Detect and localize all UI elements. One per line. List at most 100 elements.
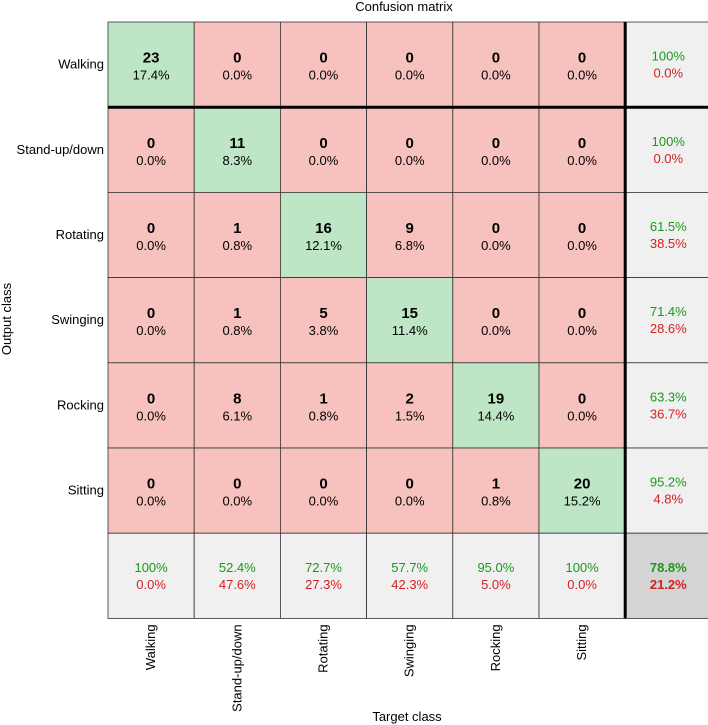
grid-lines xyxy=(108,22,708,619)
cell-count: 0 xyxy=(319,50,327,67)
cell-percent: 0.0% xyxy=(222,494,252,509)
cell-count: 0 xyxy=(406,135,414,152)
cell-count: 0 xyxy=(578,135,586,152)
matrix-cell xyxy=(193,106,281,193)
cell-percent: 0.0% xyxy=(481,68,511,83)
column-summary-correct: 57.7% xyxy=(391,560,428,575)
column-summary-correct: 72.7% xyxy=(305,560,342,575)
row-summary-incorrect: 36.7% xyxy=(650,406,687,421)
matrix-cell xyxy=(279,21,367,108)
matrix-cell xyxy=(452,21,540,108)
cell-count: 0 xyxy=(147,476,155,493)
matrix-cell xyxy=(193,277,281,364)
cell-percent: 0.0% xyxy=(309,494,339,509)
row-summary-cell xyxy=(624,362,708,449)
cell-count: 8 xyxy=(233,390,241,407)
cell-count: 0 xyxy=(147,135,155,152)
column-summary-correct: 100% xyxy=(134,560,168,575)
matrix-cell xyxy=(538,447,626,534)
cell-percent: 0.0% xyxy=(481,238,511,253)
cell-count: 15 xyxy=(401,305,418,322)
column-summary-cell xyxy=(107,532,195,619)
cell-percent: 0.0% xyxy=(309,153,339,168)
cell-count: 0 xyxy=(406,50,414,67)
matrix-cell xyxy=(366,277,454,364)
matrix-cell xyxy=(366,106,454,193)
x-tick-label: Walking xyxy=(143,624,158,670)
cell-count: 0 xyxy=(492,220,500,237)
cell-percent: 6.8% xyxy=(395,238,425,253)
row-summary-cell xyxy=(624,447,708,534)
cell-percent: 0.0% xyxy=(395,153,425,168)
cell-count: 0 xyxy=(147,305,155,322)
cell-percent: 0.0% xyxy=(136,238,166,253)
cell-count: 9 xyxy=(406,220,414,237)
row-summary-cell xyxy=(624,106,708,193)
overall-correct: 78.8% xyxy=(650,560,687,575)
matrix-cell xyxy=(193,191,281,278)
cell-count: 0 xyxy=(319,135,327,152)
cell-percent: 0.8% xyxy=(481,494,511,509)
cell-percent: 0.0% xyxy=(567,68,597,83)
cell-count: 0 xyxy=(406,476,414,493)
matrix-cell xyxy=(538,21,626,108)
y-tick-label: Rotating xyxy=(56,227,104,242)
y-tick-label: Walking xyxy=(58,57,104,72)
cell-percent: 0.0% xyxy=(395,494,425,509)
cell-count: 16 xyxy=(315,220,332,237)
matrix-cell xyxy=(452,362,540,449)
matrix-cell xyxy=(366,191,454,278)
cell-percent: 0.0% xyxy=(567,323,597,338)
cell-count: 0 xyxy=(578,305,586,322)
cell-percent: 0.8% xyxy=(309,408,339,423)
column-summary-incorrect: 0.0% xyxy=(136,577,166,592)
cell-percent: 0.0% xyxy=(136,323,166,338)
matrix-cell xyxy=(366,21,454,108)
cell-percent: 0.8% xyxy=(222,238,252,253)
cell-percent: 17.4% xyxy=(133,68,170,83)
matrix-cell xyxy=(107,277,195,364)
row-summary-cell xyxy=(624,277,708,364)
row-summary-cell xyxy=(624,21,708,108)
cell-count: 20 xyxy=(574,476,591,493)
matrix-cell xyxy=(107,362,195,449)
overall-accuracy-cell xyxy=(624,532,708,619)
row-summary-incorrect: 38.5% xyxy=(650,236,687,251)
cell-percent: 14.4% xyxy=(477,408,514,423)
matrix-cell xyxy=(279,191,367,278)
cell-percent: 0.0% xyxy=(481,323,511,338)
tick-labels: Walking Stand-up/down Rotating Swinging Rock… xyxy=(17,57,590,712)
row-summary-incorrect: 28.6% xyxy=(650,321,687,336)
column-summary-correct: 100% xyxy=(565,560,599,575)
matrix-cells: 2317.4%00.0%00.0%00.0%00.0%00.0%00.0%118… xyxy=(107,21,708,619)
matrix-cell xyxy=(452,277,540,364)
column-summary-cell xyxy=(193,532,281,619)
row-summary-correct: 100% xyxy=(652,134,686,149)
cell-percent: 6.1% xyxy=(222,408,252,423)
cell-percent: 0.0% xyxy=(481,153,511,168)
matrix-cell xyxy=(107,191,195,278)
cell-percent: 0.8% xyxy=(222,323,252,338)
column-summary-incorrect: 27.3% xyxy=(305,577,342,592)
row-summary-cell xyxy=(624,191,708,278)
column-summary-cell xyxy=(452,532,540,619)
cell-count: 1 xyxy=(233,220,241,237)
row-summary-correct: 95.2% xyxy=(650,475,687,490)
column-summary-incorrect: 0.0% xyxy=(567,577,597,592)
row-summary-correct: 63.3% xyxy=(650,389,687,404)
column-summary-incorrect: 42.3% xyxy=(391,577,428,592)
y-axis-title: Output class xyxy=(0,282,14,355)
cell-count: 0 xyxy=(147,220,155,237)
cell-count: 0 xyxy=(578,50,586,67)
matrix-cell xyxy=(107,447,195,534)
y-tick-label: Sitting xyxy=(68,483,104,498)
cell-percent: 11.4% xyxy=(392,323,428,338)
y-tick-label: Rocking xyxy=(57,397,104,412)
x-tick-label: Rocking xyxy=(488,624,503,671)
column-summary-cell xyxy=(279,532,367,619)
column-summary-incorrect: 5.0% xyxy=(481,577,511,592)
matrix-cell xyxy=(279,362,367,449)
x-tick-label: Swinging xyxy=(402,624,417,677)
matrix-cell xyxy=(538,191,626,278)
